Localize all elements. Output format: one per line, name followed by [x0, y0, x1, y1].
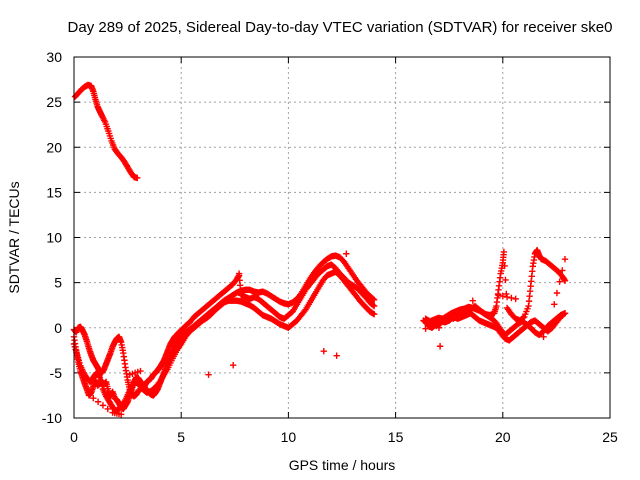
y-tick-label: 25	[46, 94, 62, 110]
data-point	[235, 270, 243, 277]
data-point	[370, 302, 378, 310]
data-point	[553, 289, 561, 297]
data-point	[370, 296, 378, 303]
sdtvar-track-e	[422, 246, 569, 325]
y-axis: -10 -5 0 5 10 15 20 25 30	[42, 49, 610, 426]
y-tick-label: -10	[42, 410, 62, 426]
sdtvar-outliers	[90, 250, 569, 418]
y-tick-label: 10	[46, 230, 62, 246]
x-tick-label: 10	[281, 429, 297, 445]
data-series	[70, 81, 569, 418]
data-point	[435, 324, 443, 331]
y-tick-label: 15	[46, 184, 62, 200]
data-point	[134, 174, 141, 182]
data-point	[500, 248, 508, 256]
x-tick-label: 25	[602, 429, 618, 445]
y-tick-label: 0	[54, 320, 62, 336]
data-point	[96, 374, 103, 381]
data-point	[370, 311, 378, 318]
x-tick-label: 20	[495, 429, 511, 445]
y-tick-label: -5	[50, 365, 63, 381]
data-point	[117, 411, 125, 418]
data-point	[137, 367, 144, 375]
data-point	[551, 301, 558, 308]
y-tick-label: 20	[46, 139, 62, 155]
plot-frame	[73, 56, 611, 419]
x-tick-label: 0	[70, 429, 78, 445]
data-point	[99, 402, 107, 409]
data-point	[502, 276, 509, 284]
data-point	[561, 277, 569, 285]
data-point	[422, 325, 429, 332]
data-point	[512, 295, 519, 303]
data-point	[469, 297, 476, 304]
data-point	[559, 267, 566, 274]
data-point	[95, 373, 103, 380]
data-point	[540, 333, 547, 340]
sdtvar-track-f	[424, 310, 569, 344]
data-point	[90, 394, 97, 402]
data-point	[556, 278, 563, 285]
data-point	[98, 382, 106, 390]
y-axis-label: SDTVAR / TECUs	[6, 181, 22, 293]
x-tick-label: 15	[388, 429, 404, 445]
data-point	[508, 294, 515, 302]
sdtvar-track-b	[70, 261, 378, 400]
data-point	[503, 293, 511, 301]
data-point	[495, 292, 502, 299]
x-tick-label: 5	[177, 429, 185, 445]
data-point	[519, 314, 527, 322]
grid	[74, 57, 610, 418]
data-point	[104, 405, 111, 413]
chart-title: Day 289 of 2025, Sidereal Day-to-day VTE…	[68, 19, 613, 36]
data-point	[499, 292, 506, 300]
data-point	[229, 362, 237, 369]
data-point	[94, 398, 102, 405]
x-axis-label: GPS time / hours	[289, 457, 396, 473]
data-point	[369, 301, 377, 309]
data-point	[343, 250, 350, 257]
data-point	[501, 262, 508, 270]
data-point	[560, 311, 568, 318]
data-point	[561, 310, 569, 317]
data-point	[205, 371, 212, 378]
data-point	[97, 377, 104, 384]
y-tick-label: 5	[54, 275, 62, 291]
data-point	[561, 255, 569, 263]
sdtvar-high-arc	[71, 81, 141, 182]
data-point	[436, 343, 444, 350]
data-point	[503, 290, 510, 298]
data-point	[333, 352, 340, 359]
data-point	[98, 380, 105, 387]
sdtvar-track-c	[70, 268, 378, 414]
data-point	[369, 295, 377, 303]
y-tick-label: 30	[46, 49, 62, 65]
data-point	[320, 348, 327, 355]
